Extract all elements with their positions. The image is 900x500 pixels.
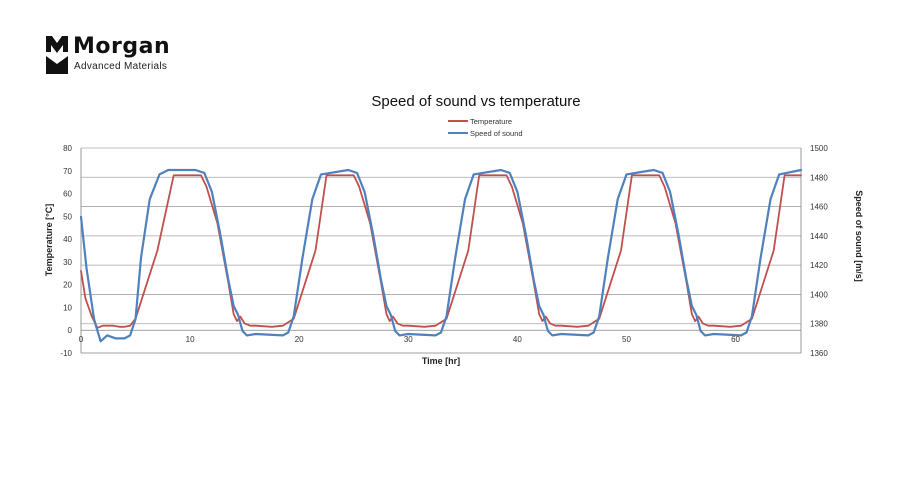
y-left-tick-label: 30 [63, 258, 72, 267]
speed-of-sound-series-line [79, 168, 803, 343]
y-right-tick-label: 1440 [810, 232, 828, 241]
y-left-tick-label: 60 [63, 190, 72, 199]
morgan-logo-icon [46, 36, 68, 74]
y-left-tick-label: 80 [63, 144, 72, 153]
y-right-tick-label: 1460 [810, 203, 828, 212]
x-tick-label: 60 [731, 335, 740, 344]
x-axis-label: Time [hr] [422, 356, 460, 366]
legend-label-speed: Speed of sound [470, 129, 523, 138]
x-tick-label: 30 [404, 335, 413, 344]
chart-title: Speed of sound vs temperature [371, 93, 580, 110]
y-left-tick-label: 0 [68, 326, 73, 335]
x-tick-label: 20 [295, 335, 304, 344]
legend: Temperature Speed of sound [448, 117, 523, 138]
x-tick-label: 40 [513, 335, 522, 344]
series-lines [79, 168, 803, 343]
x-tick-label: 50 [622, 335, 631, 344]
y-left-tick-label: -10 [60, 349, 72, 358]
gridlines [81, 147, 801, 325]
y-left-tick-label: 40 [63, 235, 72, 244]
x-tick-label: 0 [79, 335, 84, 344]
y-right-tick-label: 1360 [810, 349, 828, 358]
tick-labels: 0 10 20 30 40 50 60 -10 0 10 20 30 40 50 60 70 80 1360 138… [60, 144, 828, 358]
brand-logo: Morgan Advanced Materials [46, 34, 246, 80]
legend-label-temperature: Temperature [470, 117, 512, 126]
y-right-tick-label: 1480 [810, 173, 828, 182]
brand-name: Morgan [73, 34, 171, 59]
y-right-tick-label: 1420 [810, 261, 828, 270]
y-right-tick-label: 1400 [810, 290, 828, 299]
y-left-tick-label: 20 [63, 281, 72, 290]
brand-tagline: Advanced Materials [74, 61, 168, 72]
x-tick-label: 10 [186, 335, 195, 344]
y-left-tick-label: 50 [63, 212, 72, 221]
y-right-tick-label: 1380 [810, 320, 828, 329]
y-left-tick-label: 70 [63, 167, 72, 176]
y-right-tick-label: 1500 [810, 144, 828, 153]
y-axis-left-label: Temperature [°C] [44, 204, 54, 276]
y-left-tick-label: 10 [63, 303, 72, 312]
y-axis-right-label: Speed of sound [m/s] [854, 190, 864, 282]
temperature-series-line [80, 174, 802, 329]
